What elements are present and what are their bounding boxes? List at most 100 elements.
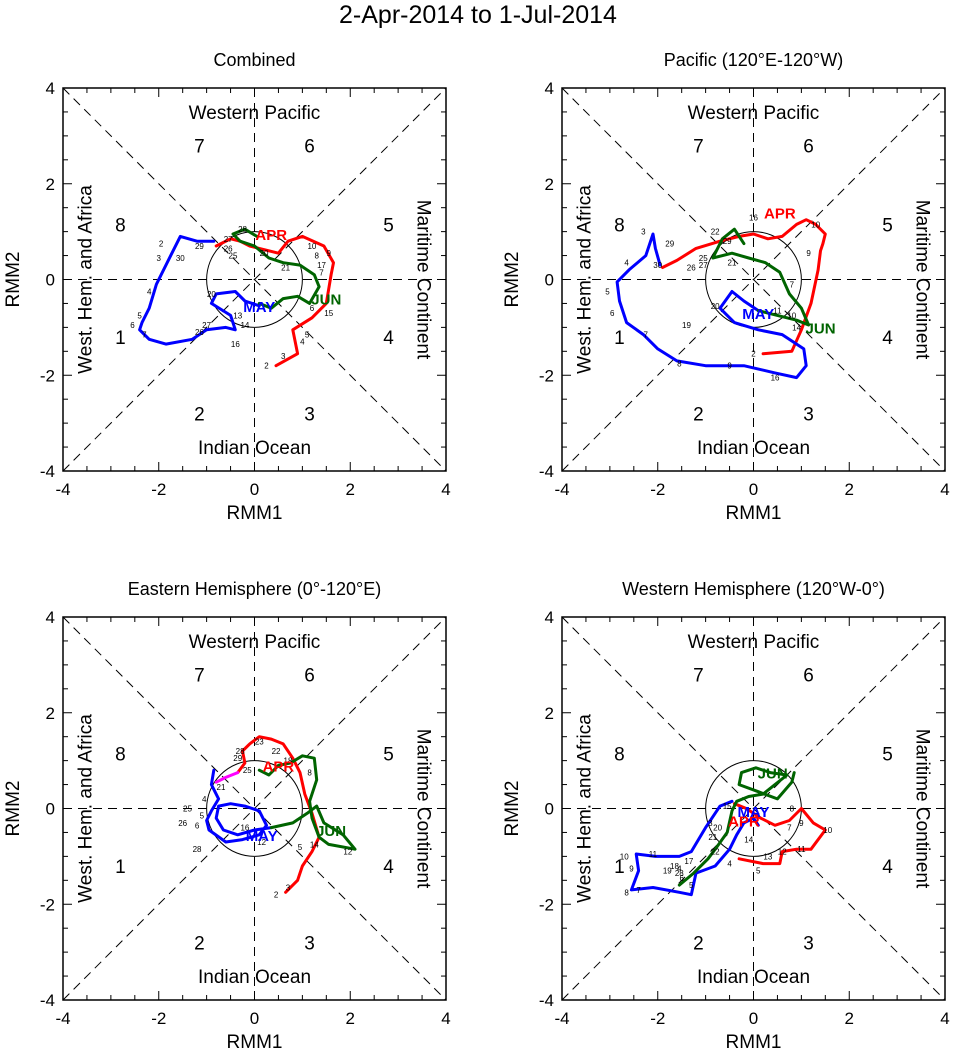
day-label: 7 — [790, 280, 795, 289]
day-label: 7 — [787, 824, 792, 833]
x-axis-label: RMM1 — [726, 503, 782, 524]
day-label: 3 — [286, 883, 291, 892]
phase-number-5: 5 — [882, 215, 893, 236]
day-label: 2 — [264, 362, 269, 371]
day-label: 6 — [195, 821, 200, 830]
day-label: 17 — [317, 261, 326, 270]
day-label: 30 — [653, 261, 662, 270]
panel-eastern-hemisphere: Eastern Hemisphere (0°-120°E) -4 -2 0 2 4 -4 -2… — [3, 579, 451, 1053]
panel-title: Western Hemisphere (120°W-0°) — [622, 579, 885, 599]
day-label: 30 — [176, 254, 185, 263]
y-tick-label: -2 — [40, 366, 55, 385]
day-label: 18 — [284, 757, 293, 766]
day-label: 4 — [300, 338, 305, 347]
day-label: 2 — [159, 240, 164, 249]
phase-number-4: 4 — [383, 857, 394, 878]
day-label: 4 — [677, 864, 682, 873]
day-label: 11 — [649, 850, 658, 859]
series-line-apr — [732, 802, 827, 866]
day-label: 8 — [677, 359, 682, 368]
phase-number-6: 6 — [304, 136, 315, 157]
y-tick-label: 2 — [46, 704, 55, 723]
day-label: 4 — [202, 795, 207, 804]
series-line-may — [629, 799, 760, 897]
x-tick-label: -2 — [151, 1009, 166, 1028]
month-label-jun: JUN — [758, 766, 788, 783]
phase-number-5: 5 — [882, 744, 893, 765]
day-label: 14 — [744, 836, 753, 845]
x-tick-label: 4 — [441, 1009, 450, 1028]
x-tick-label: 0 — [749, 1009, 758, 1028]
day-label: 16 — [771, 374, 780, 383]
month-label-may: MAY — [243, 299, 275, 316]
series-line-may — [205, 768, 273, 844]
phase-number-1: 1 — [115, 328, 126, 349]
day-label: 10 — [811, 220, 820, 229]
y-tick-label: 0 — [46, 800, 55, 819]
day-label: 28 — [193, 845, 202, 854]
day-label: 5 — [298, 843, 303, 852]
month-label-jun: JUN — [316, 823, 346, 840]
phase-number-2: 2 — [194, 405, 205, 426]
panel-pacific: Pacific (120°E-120°W) -4 -2 0 2 4 -4 -2 0 2 4 RMM1 R… — [502, 50, 950, 524]
region-label-maritime-continent: Maritime Continent — [911, 200, 932, 360]
day-label: 18 — [670, 862, 679, 871]
phase-number-4: 4 — [383, 328, 394, 349]
phase-number-8: 8 — [115, 215, 126, 236]
series-line-jun — [257, 754, 357, 851]
day-label: 9 — [806, 249, 811, 258]
region-label-maritime-continent: Maritime Continent — [412, 729, 433, 889]
x-tick-label: -4 — [554, 1009, 569, 1028]
day-label: 22 — [711, 848, 720, 857]
region-label-west-hem-africa: West. Hem. and Africa — [575, 185, 596, 374]
y-tick-label: 0 — [545, 800, 554, 819]
day-label: 10 — [620, 852, 629, 861]
month-label-jun: JUN — [311, 292, 341, 309]
month-label-jun: JUN — [806, 320, 836, 337]
phase-number-7: 7 — [194, 665, 205, 686]
day-label: 25 — [699, 254, 708, 263]
phase-number-4: 4 — [882, 857, 893, 878]
panel-title: Eastern Hemisphere (0°-120°E) — [128, 579, 382, 599]
diagonal-guide — [561, 616, 946, 1001]
day-label: 3 — [708, 819, 713, 828]
y-tick-label: -2 — [40, 895, 55, 914]
day-label: 3 — [157, 254, 162, 263]
day-label: 21 — [728, 259, 737, 268]
day-label: 5 — [137, 311, 142, 320]
phase-number-4: 4 — [882, 328, 893, 349]
x-tick-label: 4 — [940, 1009, 949, 1028]
x-axis-label: RMM1 — [227, 1032, 283, 1053]
day-label: 26 — [178, 819, 187, 828]
day-label: 21 — [281, 264, 290, 273]
month-label-may: MAY — [742, 306, 774, 323]
day-label: 12 — [778, 848, 787, 857]
day-label: 10 — [787, 311, 796, 320]
amplitude-unit-circle — [206, 231, 303, 328]
y-tick-label: -4 — [40, 462, 55, 481]
day-label: 19 — [682, 321, 691, 330]
region-label-indian-ocean: Indian Ocean — [198, 967, 311, 988]
phase-number-1: 1 — [614, 857, 625, 878]
x-tick-label: 0 — [250, 480, 259, 499]
day-label: 7 — [142, 331, 147, 340]
day-label: 6 — [610, 309, 615, 318]
region-label-west-hem-africa: West. Hem. and Africa — [76, 185, 97, 374]
day-label: 2 — [274, 891, 279, 900]
day-label: 6 — [310, 304, 315, 313]
phase-number-3: 3 — [803, 405, 814, 426]
x-tick-label: -2 — [650, 480, 665, 499]
day-label: 25 — [229, 252, 238, 261]
y-tick-label: 4 — [46, 608, 55, 627]
day-label: 27 — [699, 261, 708, 270]
day-label: 2 — [751, 350, 756, 359]
day-label: 7 — [319, 268, 324, 277]
x-tick-label: 4 — [441, 480, 450, 499]
x-tick-label: 2 — [845, 480, 854, 499]
y-tick-label: -4 — [539, 991, 554, 1010]
x-axis-label: RMM1 — [726, 1032, 782, 1053]
day-label: 20 — [260, 249, 269, 258]
panel-western-hemisphere: Western Hemisphere (120°W-0°) -4 -2 0 2 4 -4 -2… — [502, 579, 950, 1053]
day-label: 12 — [343, 848, 352, 857]
day-label: 22 — [272, 747, 281, 756]
